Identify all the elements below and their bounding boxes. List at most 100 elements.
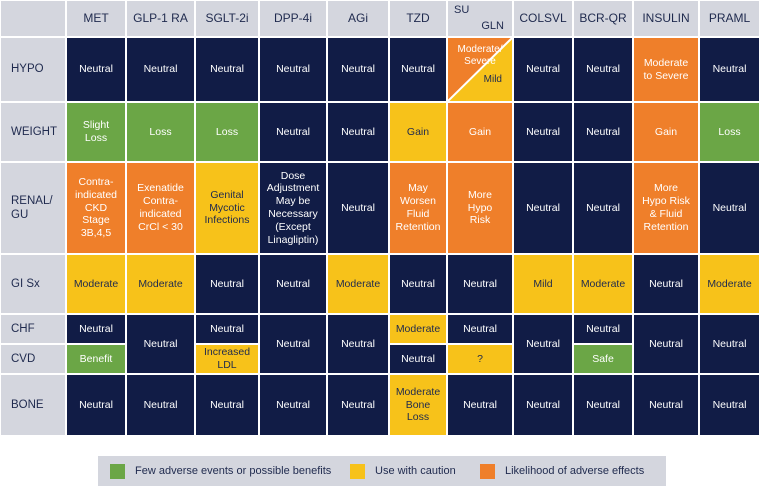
cell-gi-insulin: Neutral	[634, 255, 698, 313]
cell-chfcvd-dpp4: Neutral	[260, 315, 326, 373]
legend-label: Use with caution	[375, 465, 456, 477]
row-label-bone: BONE	[1, 375, 65, 435]
cell-renal-glp1: Exenatide Contra- indicated CrCl < 30	[127, 163, 194, 253]
cell-chfcvd-praml: Neutral	[700, 315, 759, 373]
cell-hypo-tzd: Neutral	[390, 38, 446, 101]
cell-bone-su: Neutral	[448, 375, 512, 435]
cell-chf-bcrqr: Neutral	[574, 315, 632, 343]
cell-hypo-insulin: Moderate to Severe	[634, 38, 698, 101]
cell-renal-colsvl: Neutral	[514, 163, 572, 253]
cell-gi-met: Moderate	[67, 255, 125, 313]
cell-cvd-bcrqr: Safe	[574, 345, 632, 373]
cell-chf-sglt2: Neutral	[196, 315, 258, 343]
column-header-tzd: TZD	[390, 1, 446, 36]
column-header-insulin: INSULIN	[634, 1, 698, 36]
legend: Few adverse events or possible benefits U…	[98, 456, 666, 486]
legend-swatch-green	[110, 463, 125, 479]
column-header-praml: PRAML	[700, 1, 759, 36]
column-header-agi: AGi	[328, 1, 388, 36]
legend-swatch-yellow	[350, 463, 365, 479]
cell-weight-sglt2: Loss	[196, 103, 258, 161]
cell-chfcvd-glp1: Neutral	[127, 315, 194, 373]
column-header-dpp-4i: DPP-4i	[260, 1, 326, 36]
cell-bone-sglt2: Neutral	[196, 375, 258, 435]
cell-weight-glp1: Loss	[127, 103, 194, 161]
cell-bone-bcrqr: Neutral	[574, 375, 632, 435]
legend-label: Few adverse events or possible benefits	[135, 465, 332, 477]
cell-hypo-sglt2: Neutral	[196, 38, 258, 101]
cell-renal-dpp4: Dose Adjustment May be Necessary (Except…	[260, 163, 326, 253]
cell-chf-tzd: Moderate	[390, 315, 446, 343]
legend-label: Likelihood of adverse effects	[505, 465, 645, 477]
column-header-gln: GLN	[481, 20, 504, 32]
cell-gi-dpp4: Neutral	[260, 255, 326, 313]
cell-weight-agi: Neutral	[328, 103, 388, 161]
legend-item-green: Few adverse events or possible benefits	[110, 463, 332, 479]
drug-comparison-table: MET GLP-1 RA SGLT-2i DPP-4i AGi TZD COLSVL BCR-…	[1, 1, 759, 435]
cell-chfcvd-agi: Neutral	[328, 315, 388, 373]
cell-gi-tzd: Neutral	[390, 255, 446, 313]
cell-renal-met: Contra- indicated CKD Stage 3B,4,5	[67, 163, 125, 253]
cell-chfcvd-insulin: Neutral	[634, 315, 698, 373]
cell-weight-bcrqr: Neutral	[574, 103, 632, 161]
split-cell-shapes	[448, 38, 512, 101]
cell-weight-met: Slight Loss	[67, 103, 125, 161]
cell-hypo-su-gln-split: Moderate/ Severe Mild	[448, 38, 512, 101]
cell-gi-glp1: Moderate	[127, 255, 194, 313]
cell-weight-praml: Loss	[700, 103, 759, 161]
cell-gi-bcrqr: Moderate	[574, 255, 632, 313]
column-header-sglt-2i: SGLT-2i	[196, 1, 258, 36]
cell-weight-dpp4: Neutral	[260, 103, 326, 161]
cell-weight-insulin: Gain	[634, 103, 698, 161]
cell-bone-colsvl: Neutral	[514, 375, 572, 435]
row-label-gi-sx: GI Sx	[1, 255, 65, 313]
legend-item-yellow: Use with caution	[350, 463, 456, 479]
cell-chf-met: Neutral	[67, 315, 125, 343]
cell-cvd-tzd: Neutral	[390, 345, 446, 373]
cell-weight-su: Gain	[448, 103, 512, 161]
row-label-renal-gu: RENAL/ GU	[1, 163, 65, 253]
cell-renal-agi: Neutral	[328, 163, 388, 253]
row-label-cvd: CVD	[1, 345, 65, 373]
split-upper-text: Moderate/ Severe	[457, 44, 503, 67]
row-label-weight: WEIGHT	[1, 103, 65, 161]
cell-weight-tzd: Gain	[390, 103, 446, 161]
cell-hypo-colsvl: Neutral	[514, 38, 572, 101]
cell-bone-agi: Neutral	[328, 375, 388, 435]
row-label-chf: CHF	[1, 315, 65, 343]
column-header-su-gln: SU GLN	[448, 1, 512, 36]
cell-bone-dpp4: Neutral	[260, 375, 326, 435]
split-divider	[448, 38, 512, 101]
cell-hypo-dpp4: Neutral	[260, 38, 326, 101]
cell-renal-tzd: May Worsen Fluid Retention	[390, 163, 446, 253]
cell-weight-colsvl: Neutral	[514, 103, 572, 161]
cell-renal-su: More Hypo Risk	[448, 163, 512, 253]
cell-gi-sglt2: Neutral	[196, 255, 258, 313]
cell-hypo-met: Neutral	[67, 38, 125, 101]
legend-item-orange: Likelihood of adverse effects	[480, 463, 645, 479]
cell-hypo-agi: Neutral	[328, 38, 388, 101]
cell-bone-praml: Neutral	[700, 375, 759, 435]
cell-bone-glp1: Neutral	[127, 375, 194, 435]
cell-cvd-su: ?	[448, 345, 512, 373]
cell-hypo-praml: Neutral	[700, 38, 759, 101]
cell-gi-colsvl: Mild	[514, 255, 572, 313]
cell-chfcvd-colsvl: Neutral	[514, 315, 572, 373]
cell-chf-su: Neutral	[448, 315, 512, 343]
cell-renal-praml: Neutral	[700, 163, 759, 253]
cell-cvd-met: Benefit	[67, 345, 125, 373]
cell-gi-su: Neutral	[448, 255, 512, 313]
cell-cvd-sglt2: Increased LDL	[196, 345, 258, 373]
split-lower-text: Mild	[483, 74, 502, 85]
corner-cell	[1, 1, 65, 36]
cell-bone-tzd: Moderate Bone Loss	[390, 375, 446, 435]
column-header-bcr-qr: BCR-QR	[574, 1, 632, 36]
column-header-su: SU	[454, 4, 470, 16]
cell-gi-agi: Moderate	[328, 255, 388, 313]
cell-hypo-bcrqr: Neutral	[574, 38, 632, 101]
cell-bone-insulin: Neutral	[634, 375, 698, 435]
column-header-met: MET	[67, 1, 125, 36]
cell-renal-sglt2: Genital Mycotic Infections	[196, 163, 258, 253]
cell-bone-met: Neutral	[67, 375, 125, 435]
legend-swatch-orange	[480, 463, 495, 479]
